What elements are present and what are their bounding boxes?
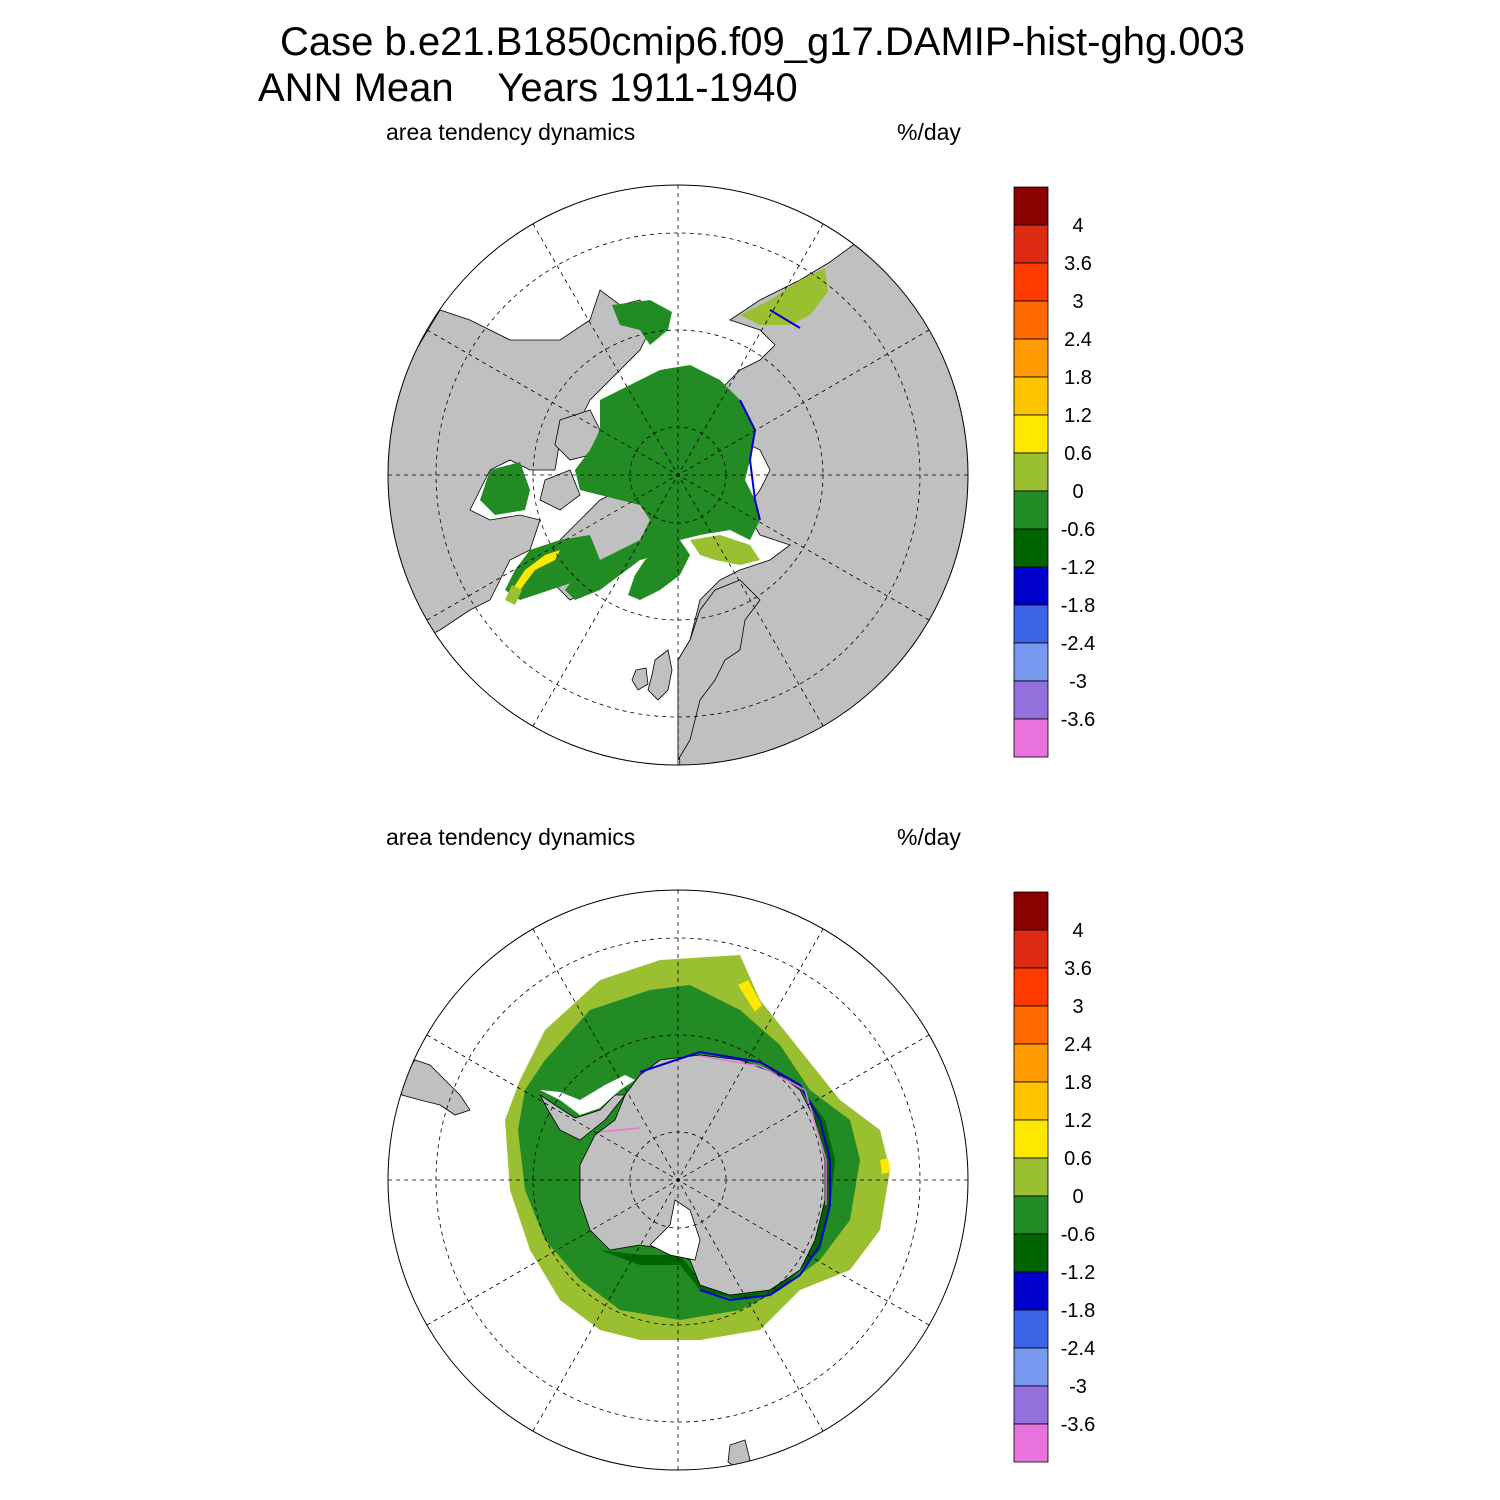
- north-colorbar-tick-label: 3: [1072, 291, 1083, 313]
- south-colorbar-tick-label: 0.6: [1064, 1148, 1092, 1170]
- east-greenland-ice: [628, 540, 690, 600]
- panel-north-units: %/day: [897, 119, 961, 145]
- south-colorbar-tick-label: 1.8: [1064, 1072, 1092, 1094]
- figure-title-line2: ANN Mean Years 1911-1940: [258, 66, 798, 110]
- north-colorbar-swatch: [1013, 528, 1049, 568]
- south-colorbar-swatch: [1013, 1157, 1049, 1197]
- south-colorbar-tick-label: 1.2: [1064, 1110, 1092, 1132]
- south-yellow-patch-1: [738, 980, 762, 1012]
- south-colorbar-tick-label: 0: [1072, 1186, 1083, 1208]
- north-colorbar-tick-label: 1.8: [1064, 367, 1092, 389]
- north-colorbar-tick-label: -3.6: [1061, 709, 1095, 731]
- arctic-sea-ice: [565, 365, 760, 600]
- labrador-ice: [505, 535, 600, 600]
- south-colorbar-tick-label: -1.8: [1061, 1300, 1095, 1322]
- north-colorbar-tick-label: 3.6: [1064, 253, 1092, 275]
- north-map-boundary: [387, 184, 969, 766]
- north-colorbar-swatch: [1013, 186, 1049, 226]
- figure-title-line1: Case b.e21.B1850cmip6.f09_g17.DAMIP-hist…: [280, 20, 1246, 64]
- north-colorbar-tick-label: -3: [1069, 671, 1087, 693]
- antarctic-peninsula-land: [539, 1094, 626, 1141]
- north-colorbar-tick-label: -0.6: [1061, 519, 1095, 541]
- north-colorbar-swatch: [1013, 224, 1049, 264]
- north-colorbar-tick-label: 0: [1072, 481, 1083, 503]
- south-colorbar-swatch: [1013, 929, 1049, 969]
- south-colorbar-tick-label: 4: [1072, 920, 1083, 942]
- south-colorbar-swatch: [1013, 1005, 1049, 1045]
- antarctic-coast-edge: [639, 1050, 831, 1302]
- south-colorbar-swatch: [1013, 1081, 1049, 1121]
- north-colorbar-tick-label: 0.6: [1064, 443, 1092, 465]
- south-america-land: [399, 1059, 471, 1116]
- south-colorbar: 4 3.6 3 2.4 1.8 1.2 0.6 0 -0.6 -1.2 -1.8 -2.4 -3 -3.6: [1013, 891, 1095, 1463]
- north-colorbar-tick-label: -1.2: [1061, 557, 1095, 579]
- panel-south-units: %/day: [897, 824, 961, 850]
- okhotsk-ice: [740, 268, 828, 325]
- south-colorbar-swatch: [1013, 1195, 1049, 1235]
- south-colorbar-tick-label: -3: [1069, 1376, 1087, 1398]
- north-colorbar-tick-label: 4: [1072, 215, 1083, 237]
- south-colorbar-swatch: [1013, 1119, 1049, 1159]
- south-colorbar-tick-label: -1.2: [1061, 1262, 1095, 1284]
- south-colorbar-tick-label: -3.6: [1061, 1414, 1095, 1436]
- baffin-margin-ice: [690, 535, 760, 565]
- north-colorbar-tick-label: -1.8: [1061, 595, 1095, 617]
- south-colorbar-swatch: [1013, 1043, 1049, 1083]
- south-polar-map: [387, 889, 969, 1471]
- north-colorbar-swatch: [1013, 490, 1049, 530]
- north-colorbar: 4 3.6 3 2.4 1.8 1.2 0.6 0 -0.6 -1.2 -1.8 -2.4 -3 -3.6: [1013, 186, 1095, 758]
- north-polar-map: [387, 184, 969, 766]
- north-colorbar-swatch: [1013, 452, 1049, 492]
- north-colorbar-swatch: [1013, 262, 1049, 302]
- south-colorbar-swatch: [1013, 891, 1049, 931]
- north-colorbar-tick-label: -2.4: [1061, 633, 1095, 655]
- north-colorbar-swatch: [1013, 718, 1049, 758]
- north-colorbar-tick-label: 1.2: [1064, 405, 1092, 427]
- south-colorbar-swatch: [1013, 1423, 1049, 1463]
- south-yellow-patch-2: [880, 1158, 890, 1174]
- south-colorbar-swatch: [1013, 1347, 1049, 1387]
- south-colorbar-swatch: [1013, 1309, 1049, 1349]
- south-map-boundary: [387, 889, 969, 1471]
- south-colorbar-tick-label: -0.6: [1061, 1224, 1095, 1246]
- north-colorbar-swatch: [1013, 414, 1049, 454]
- south-graticule: [388, 890, 968, 1470]
- ireland-land: [631, 667, 649, 691]
- north-colorbar-swatch: [1013, 338, 1049, 378]
- north-colorbar-swatch: [1013, 642, 1049, 682]
- south-colorbar-tick-label: 3: [1072, 996, 1083, 1018]
- antarctic-coast-pink: [599, 1055, 827, 1205]
- british-isles-land: [647, 649, 673, 701]
- labrador-margin-green: [505, 585, 522, 605]
- antarctica-land: [579, 1054, 826, 1296]
- south-colorbar-swatch: [1013, 1385, 1049, 1425]
- north-colorbar-swatch: [1013, 300, 1049, 340]
- north-colorbar-swatch: [1013, 680, 1049, 720]
- north-america-land: [388, 289, 651, 641]
- weddell-open-water: [540, 1075, 635, 1115]
- south-colorbar-swatch: [1013, 1233, 1049, 1273]
- labrador-margin-yellow: [512, 550, 560, 590]
- arctic-ice-edge: [739, 309, 801, 521]
- europe-land: [677, 579, 761, 762]
- south-colorbar-swatch: [1013, 1271, 1049, 1311]
- south-colorbar-tick-label: 2.4: [1064, 1034, 1092, 1056]
- north-colorbar-swatch: [1013, 604, 1049, 644]
- south-colorbar-tick-label: -2.4: [1061, 1338, 1095, 1360]
- panel-south-variable: area tendency dynamics: [386, 824, 636, 850]
- panel-north-variable: area tendency dynamics: [386, 119, 636, 145]
- north-colorbar-swatch: [1013, 376, 1049, 416]
- north-graticule: [388, 185, 968, 765]
- north-colorbar-swatch: [1013, 566, 1049, 606]
- south-colorbar-swatch: [1013, 967, 1049, 1007]
- north-colorbar-tick-label: 2.4: [1064, 329, 1092, 351]
- south-colorbar-tick-label: 3.6: [1064, 958, 1092, 980]
- bering-ice: [612, 300, 672, 345]
